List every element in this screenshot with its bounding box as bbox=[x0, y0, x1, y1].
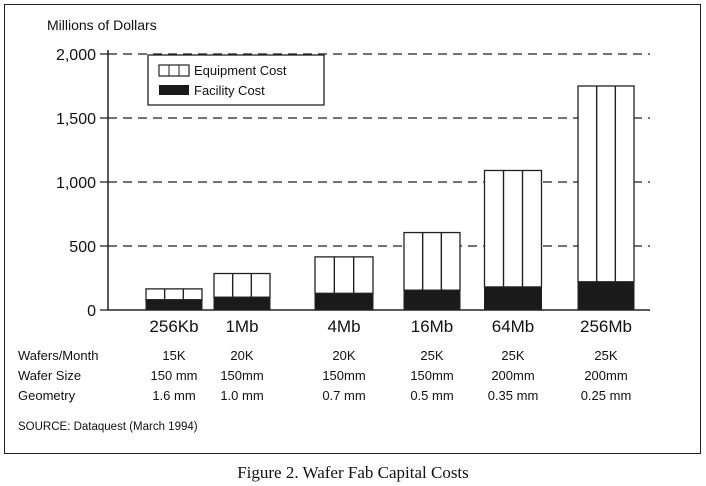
legend-swatch-equipment bbox=[158, 64, 190, 77]
y-tick-label: 2,000 bbox=[56, 47, 96, 64]
bar-facility-cost bbox=[213, 296, 271, 311]
x-tick-label: 1Mb bbox=[225, 317, 258, 336]
legend-swatch-facility bbox=[159, 85, 189, 95]
bar-equipment-cost bbox=[145, 288, 203, 301]
chart: Millions of Dollars 0 500 1,000 1,500 2,000 25… bbox=[18, 17, 650, 433]
table-cell: 150 mm bbox=[151, 368, 198, 383]
table-cell: 150mm bbox=[410, 368, 453, 383]
table-cell: 25K bbox=[501, 348, 524, 363]
bar-facility-cost bbox=[577, 281, 635, 311]
x-tick-label: 256Mb bbox=[580, 317, 632, 336]
table-row-label: Wafers/Month bbox=[18, 348, 98, 363]
bar-facility-cost bbox=[314, 292, 374, 311]
table-cell: 1.0 mm bbox=[220, 388, 263, 403]
y-tick-label: 1,000 bbox=[56, 175, 96, 192]
table-cell: 25K bbox=[594, 348, 617, 363]
x-tick-label: 64Mb bbox=[492, 317, 535, 336]
bar-facility-cost bbox=[145, 299, 203, 311]
table-cell: 0.35 mm bbox=[488, 388, 539, 403]
figure-caption: Figure 2. Wafer Fab Capital Costs bbox=[237, 463, 469, 482]
table-row-label: Wafer Size bbox=[18, 368, 81, 383]
figure-frame bbox=[4, 4, 701, 454]
table-cell: 0.5 mm bbox=[410, 388, 453, 403]
table-cell: 0.25 mm bbox=[581, 388, 632, 403]
bar-equipment-cost bbox=[483, 169, 543, 288]
legend-label-equipment: Equipment Cost bbox=[194, 63, 287, 78]
bar-equipment-cost bbox=[213, 272, 271, 298]
y-tick-label: 0 bbox=[87, 303, 96, 320]
table-cell: 25K bbox=[420, 348, 443, 363]
table-cell: 150mm bbox=[322, 368, 365, 383]
table-cell: 15K bbox=[162, 348, 185, 363]
x-tick-label: 4Mb bbox=[327, 317, 360, 336]
table-cell: 1.6 mm bbox=[152, 388, 195, 403]
x-tick-label: 16Mb bbox=[411, 317, 454, 336]
bar-equipment-cost bbox=[577, 85, 635, 283]
legend-label-facility: Facility Cost bbox=[194, 83, 265, 98]
y-tick-label: 500 bbox=[69, 239, 96, 256]
table-cell: 200mm bbox=[491, 368, 534, 383]
table-cell: 20K bbox=[230, 348, 253, 363]
y-axis-label: Millions of Dollars bbox=[47, 17, 157, 33]
table-cell: 20K bbox=[332, 348, 355, 363]
table-cell: 0.7 mm bbox=[322, 388, 365, 403]
bar-equipment-cost bbox=[403, 231, 461, 291]
x-tick-label: 256Kb bbox=[149, 317, 198, 336]
table-cell: 150mm bbox=[220, 368, 263, 383]
source-note: SOURCE: Dataquest (March 1994) bbox=[18, 421, 198, 433]
bar-facility-cost bbox=[403, 289, 461, 311]
bar-facility-cost bbox=[484, 286, 542, 311]
bar-equipment-cost bbox=[314, 256, 374, 295]
legend-box bbox=[147, 54, 325, 106]
table-cell: 200mm bbox=[584, 368, 627, 383]
y-tick-label: 1,500 bbox=[56, 111, 96, 128]
table-row-label: Geometry bbox=[18, 388, 76, 403]
